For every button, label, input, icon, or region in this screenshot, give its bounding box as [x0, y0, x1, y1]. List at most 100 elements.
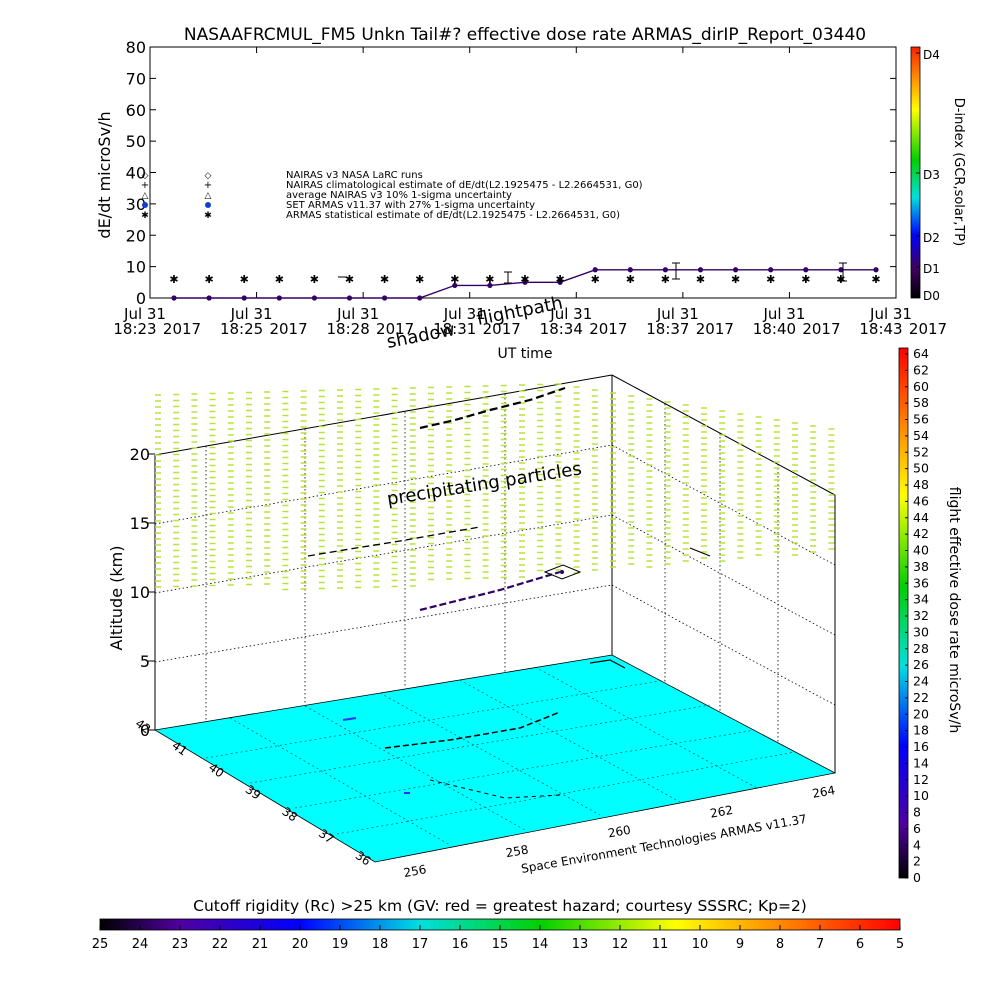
particle-column — [664, 401, 671, 565]
dose-rate-tick-label: 50 — [913, 461, 929, 476]
error-bar — [672, 262, 680, 280]
error-bar — [839, 262, 847, 282]
particle-column — [773, 419, 780, 553]
series-point-statistical: ✱ — [836, 273, 845, 286]
x-tick-year: 2017 — [802, 320, 840, 338]
y-tick-label: 80 — [126, 38, 146, 57]
particle-column — [264, 391, 271, 585]
ground-track — [384, 711, 561, 749]
rigidity-tick-label: 7 — [816, 937, 824, 952]
series-point-armas — [627, 267, 633, 273]
d-index-tick-label: D4 — [923, 48, 940, 62]
wall-grid-line — [154, 584, 613, 663]
series-point-armas — [276, 295, 282, 301]
legend-label: NAIRAS v3 NASA LaRC runs — [286, 170, 423, 181]
legend-symbol: ✱ — [141, 211, 149, 221]
series-point-armas — [311, 295, 317, 301]
rigidity-tick-label: 15 — [492, 937, 509, 952]
series-point-statistical: ✱ — [661, 273, 670, 286]
particle-column — [173, 393, 180, 588]
series-point-armas — [733, 267, 739, 273]
rigidity-tick-label: 12 — [612, 937, 629, 952]
rigidity-tick-label: 14 — [532, 937, 549, 952]
particle-column — [610, 392, 616, 568]
longitude-tick-label: 258 — [505, 842, 530, 860]
series-point-statistical: ✱ — [801, 273, 810, 286]
wall-grid-line — [611, 514, 836, 636]
legend-item: △ △ average NAIRAS v3 10% 1-sigma uncert… — [142, 190, 513, 201]
series-point-armas — [522, 279, 528, 285]
error-bar — [504, 271, 512, 284]
dose-rate-colorbar-strip — [898, 347, 909, 879]
dose-rate-tick-label: 14 — [913, 755, 929, 770]
y-tick-label: 40 — [126, 164, 146, 183]
x-tick-time: 18:23 — [113, 320, 156, 338]
rigidity-tick-label: 20 — [292, 937, 309, 952]
wall-grid — [154, 394, 836, 743]
particle-column — [682, 404, 689, 562]
altitude-tick-label: 20 — [130, 445, 150, 464]
x-tick-time: 18:40 — [753, 320, 796, 338]
legend-item: ✱ ✱ ARMAS statistical estimate of dE/dt(… — [141, 210, 620, 221]
surface-grid-line — [379, 692, 601, 816]
particle-column — [591, 389, 598, 571]
series-point-armas — [346, 295, 353, 301]
dose-rate-tick-label: 48 — [913, 477, 929, 492]
particle-column — [428, 386, 434, 581]
y-tick-label: 20 — [126, 226, 146, 245]
y-tick-label: 30 — [126, 195, 146, 214]
rigidity-tick-label: 5 — [896, 937, 904, 952]
x-tick-time: 18:34 — [540, 320, 583, 338]
legend-symbol: △ — [205, 191, 212, 201]
dose-rate-tick-label: 58 — [913, 395, 929, 410]
series-point-statistical: ✱ — [240, 273, 249, 286]
series-point-armas — [417, 295, 423, 301]
x-tick-year: 2017 — [909, 320, 947, 338]
particle-column — [191, 393, 198, 587]
dose-rate-tick-label: 56 — [913, 412, 929, 427]
top-y-ticks: 0 10 20 30 40 50 60 70 80 — [126, 38, 896, 308]
flight-path — [307, 386, 711, 612]
series-point-statistical: ✱ — [169, 273, 178, 286]
particle-column — [373, 388, 380, 588]
particle-column — [573, 386, 580, 574]
series-point-statistical: ✱ — [766, 273, 775, 286]
dose-rate-tick-label: 42 — [913, 526, 929, 541]
particle-column — [300, 390, 307, 590]
particle-column — [355, 388, 362, 589]
series-point-armas — [803, 267, 809, 273]
flight-path-right — [689, 547, 711, 557]
series-point-statistical: ✱ — [310, 273, 319, 286]
y-tick-label: 60 — [126, 101, 146, 120]
x-tick-date: Jul 31 — [869, 305, 912, 323]
top-plot-frame — [149, 46, 897, 299]
altitude-tick-label: 10 — [130, 583, 150, 602]
particle-column — [701, 407, 707, 559]
aircraft-marker — [543, 564, 582, 580]
altitude-tick-label: 5 — [140, 652, 150, 671]
series-point-statistical: ✱ — [415, 273, 424, 286]
dose-rate-tick-label: 10 — [913, 788, 929, 803]
x-tick-date: Jul 31 — [123, 305, 166, 323]
error-bars — [338, 262, 847, 284]
dose-rate-tick-label: 8 — [913, 805, 921, 820]
x-tick-date: Jul 31 — [443, 305, 486, 323]
particle-column — [810, 425, 817, 553]
wall-grid-line — [154, 444, 613, 525]
x-tick-year: 2017 — [589, 320, 627, 338]
surface-feature — [342, 717, 357, 721]
series-point-armas — [206, 295, 212, 301]
dose-rate-tick-label: 64 — [913, 346, 929, 361]
dose-rate-tick-label: 16 — [913, 739, 929, 754]
particle-column — [737, 413, 744, 559]
dose-rate-ticks: 6462605856545250484644424038363432302826… — [905, 346, 929, 885]
longitude-tick-label: 264 — [811, 783, 836, 801]
dose-rate-tick-label: 54 — [913, 428, 929, 443]
dose-rate-tick-label: 38 — [913, 559, 929, 574]
legend: ◇ ◇ NAIRAS v3 NASA LaRC runs + + NAIRAS … — [141, 170, 643, 221]
wall-grid-line — [154, 514, 613, 594]
rigidity-tick-label: 11 — [652, 937, 669, 952]
rigidity-tick-label: 6 — [856, 937, 864, 952]
particle-column — [446, 386, 453, 580]
dose-rate-tick-label: 6 — [913, 821, 921, 836]
